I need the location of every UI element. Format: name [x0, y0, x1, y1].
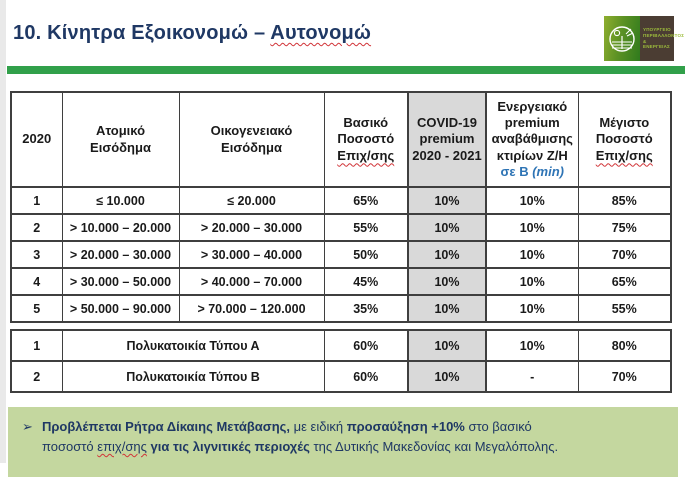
cell-row-number: 1: [10, 186, 63, 215]
apartment-row: 1 Πολυκατοικία Τύπου Α 60% 10% 10% 80%: [10, 329, 672, 362]
income-row: 3 > 20.000 – 30.000 > 30.000 – 40.000 50…: [10, 240, 672, 269]
cell-covid-premium: 10%: [407, 294, 487, 323]
cell-apartment-type: Πολυκατοικία Τύπου Α: [61, 329, 325, 362]
cell-basic-rate: 60%: [323, 360, 409, 393]
ministry-emblem-icon: [604, 16, 640, 61]
cell-max-rate: 55%: [577, 294, 672, 323]
cell-row-number: 2: [10, 213, 63, 242]
cell-family-income: ≤ 20.000: [178, 186, 325, 215]
cell-max-rate: 70%: [577, 240, 672, 269]
cell-row-number: 3: [10, 240, 63, 269]
cell-basic-rate: 50%: [323, 240, 409, 269]
green-divider-bar: [7, 66, 685, 74]
ministry-name-line: & ΕΝΕΡΓΕΙΑΣ: [643, 38, 670, 50]
cell-family-income: > 20.000 – 30.000: [178, 213, 325, 242]
income-row: 2 > 10.000 – 20.000 > 20.000 – 30.000 55…: [10, 213, 672, 242]
income-row: 4 > 30.000 – 50.000 > 40.000 – 70.000 45…: [10, 267, 672, 296]
note-text: Προβλέπεται Ρήτρα Δίκαιης Μετάβασης, με …: [42, 417, 558, 477]
cell-family-income: > 70.000 – 120.000: [178, 294, 325, 323]
cell-energy-premium: 10%: [485, 294, 579, 323]
cell-max-rate: 85%: [577, 186, 672, 215]
cell-energy-premium: 10%: [485, 213, 579, 242]
income-row: 5 > 50.000 – 90.000 > 70.000 – 120.000 3…: [10, 294, 672, 323]
header-covid-premium: COVID-19 premium 2020 - 2021: [407, 91, 487, 188]
note-line-2: ποσοστό επιχ/σης για τις λιγνιτικές περι…: [42, 439, 559, 455]
cell-covid-premium: 10%: [407, 329, 487, 362]
cell-energy-premium: -: [485, 360, 579, 393]
arrow-bullet-icon: ➢: [22, 419, 33, 434]
cell-energy-premium: 10%: [485, 267, 579, 296]
cell-energy-premium: 10%: [485, 186, 579, 215]
note-line-1: Προβλέπεται Ρήτρα Δίκαιης Μετάβασης, με …: [42, 419, 532, 434]
cell-apartment-type: Πολυκατοικία Τύπου Β: [61, 360, 325, 393]
cell-basic-rate: 35%: [323, 294, 409, 323]
cell-row-number: 4: [10, 267, 63, 296]
cell-max-rate: 75%: [577, 213, 672, 242]
page-title: 10. Κίνητρα Εξοικονομώ – Αυτονομώ: [13, 22, 573, 45]
ministry-name-plate: ΥΠΟΥΡΓΕΙΟ ΠΕΡΙΒΑΛΛΟΝΤΟΣ & ΕΝΕΡΓΕΙΑΣ: [640, 16, 685, 61]
cell-energy-premium: 10%: [485, 240, 579, 269]
cell-basic-rate: 55%: [323, 213, 409, 242]
cell-row-number: 5: [10, 294, 63, 323]
header-basic-rate: Βασικό Ποσοστό Επιχ/σης: [323, 91, 409, 188]
cell-row-number: 1: [10, 329, 63, 362]
cell-family-income: > 30.000 – 40.000: [178, 240, 325, 269]
cell-covid-premium: 10%: [407, 213, 487, 242]
cell-covid-premium: 10%: [407, 186, 487, 215]
header-family-income: Οικογενειακό Εισόδημα: [178, 91, 325, 188]
cell-basic-rate: 45%: [323, 267, 409, 296]
ministry-name-line: ΥΠΟΥΡΓΕΙΟ: [643, 26, 671, 32]
cell-covid-premium: 10%: [407, 240, 487, 269]
header-individual-income: Ατομικό Εισόδημα: [61, 91, 180, 188]
cell-individual-income: > 30.000 – 50.000: [61, 267, 180, 296]
cell-basic-rate: 60%: [323, 329, 409, 362]
ministry-logo: ΥΠΟΥΡΓΕΙΟ ΠΕΡΙΒΑΛΛΟΝΤΟΣ & ΕΝΕΡΓΕΙΑΣ: [604, 16, 685, 61]
header-max-rate: Μέγιστο Ποσοστό Επιχ/σης: [577, 91, 672, 188]
cell-individual-income: ≤ 10.000: [61, 186, 180, 215]
cell-individual-income: > 20.000 – 30.000: [61, 240, 180, 269]
slide-left-edge: [0, 0, 6, 463]
cell-row-number: 2: [10, 360, 63, 393]
cell-basic-rate: 65%: [323, 186, 409, 215]
cell-covid-premium: 10%: [407, 267, 487, 296]
cell-max-rate: 70%: [577, 360, 672, 393]
cell-covid-premium: 10%: [407, 360, 487, 393]
tree-sun-emblem-icon: [609, 25, 635, 52]
incentives-table: 2020 Ατομικό Εισόδημα Οικογενειακό Εισόδ…: [10, 91, 672, 323]
apartment-row: 2 Πολυκατοικία Τύπου Β 60% 10% - 70%: [10, 360, 672, 393]
income-row: 1 ≤ 10.000 ≤ 20.000 65% 10% 10% 85%: [10, 186, 672, 215]
page-title-flagged-word: Αυτονομώ: [270, 22, 372, 44]
cell-individual-income: > 50.000 – 90.000: [61, 294, 180, 323]
cell-max-rate: 80%: [577, 329, 672, 362]
page-title-text: 10. Κίνητρα Εξοικονομώ –: [13, 22, 271, 44]
cell-family-income: > 40.000 – 70.000: [178, 267, 325, 296]
apartment-table: 1 Πολυκατοικία Τύπου Α 60% 10% 10% 80% 2…: [10, 329, 672, 393]
ministry-name-line: ΠΕΡΙΒΑΛΛΟΝΤΟΣ: [643, 32, 685, 38]
header-energy-premium: Ενεργειακό premium αναβάθμισης κτιρίων Ζ…: [485, 91, 579, 188]
cell-energy-premium: 10%: [485, 329, 579, 362]
header-row: 2020 Ατομικό Εισόδημα Οικογενειακό Εισόδ…: [10, 91, 672, 188]
transition-clause-note: ➢ Προβλέπεται Ρήτρα Δίκαιης Μετάβασης, μ…: [8, 407, 678, 477]
cell-max-rate: 65%: [577, 267, 672, 296]
cell-individual-income: > 10.000 – 20.000: [61, 213, 180, 242]
header-year: 2020: [10, 91, 63, 188]
